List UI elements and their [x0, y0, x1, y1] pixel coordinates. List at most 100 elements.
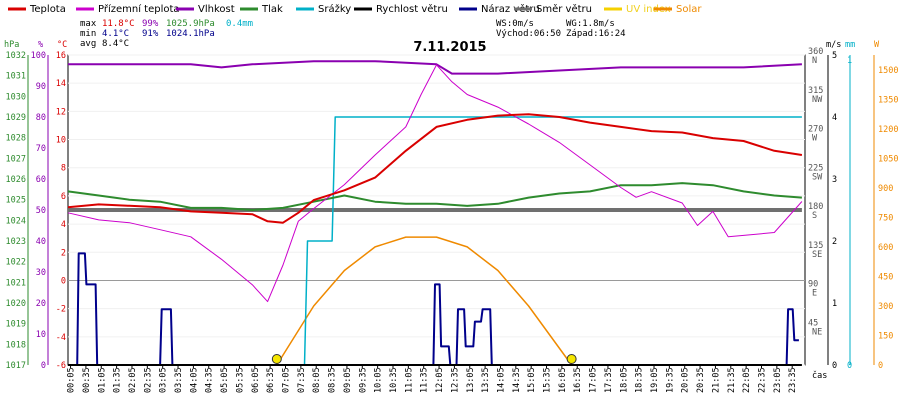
x-tick-label: 06:35: [266, 367, 276, 393]
x-tick-label: 10:35: [389, 367, 399, 393]
x-tick-label: 17:35: [604, 367, 614, 393]
wind-dir-label: SW: [812, 172, 823, 182]
pressure-tick: 1022: [6, 258, 26, 268]
stat-max-label: max: [80, 19, 97, 29]
humidity-tick: 40: [36, 237, 46, 247]
solar-tick: 600: [878, 243, 893, 253]
pressure-tick: 1028: [6, 134, 26, 144]
temperature-tick: 8: [61, 164, 66, 174]
legend-item: Vlhkost: [176, 4, 235, 15]
x-tick-label: 01:35: [113, 367, 123, 393]
x-tick-label: 08:05: [312, 367, 322, 393]
x-tick-label: 22:05: [742, 367, 752, 393]
legend-item: Rychlost větru: [354, 3, 448, 15]
x-tick-label: 01:05: [97, 367, 107, 393]
x-tick-label: 23:05: [773, 367, 783, 393]
wind-ws: WS:0m/s: [496, 19, 534, 29]
x-tick-label: 17:05: [589, 367, 599, 393]
temperature-tick: 10: [56, 136, 66, 146]
rain-tick: 1: [847, 56, 852, 66]
unit-w: W: [874, 40, 880, 50]
solar-tick: 900: [878, 184, 893, 194]
x-axis-ticks: 00:05 00:35 01:05 01:35 02:05 02:35 03:05 03:35…: [67, 365, 798, 393]
wind-dir-tick: 270: [808, 125, 823, 135]
x-tick-label: 00:05: [67, 367, 77, 393]
solar-tick: 1500: [878, 66, 898, 76]
series-solar: [276, 236, 573, 366]
humidity-tick: 60: [36, 175, 46, 185]
pressure-tick: 1029: [6, 113, 26, 123]
pressure-tick: 1024: [6, 216, 26, 226]
unit-pct: %: [38, 40, 43, 50]
rain-tick: 0: [847, 361, 852, 371]
wind-dir-label: W: [812, 134, 818, 144]
stat-min-label: min: [80, 29, 96, 39]
legend-label: Solar: [676, 4, 702, 15]
stat-rain: 0.4mm: [226, 19, 253, 29]
legend-item: Teplota: [8, 4, 66, 15]
temperature-tick: 6: [61, 192, 66, 202]
x-tick-label: 11:05: [404, 367, 414, 393]
temperature-tick: -2: [56, 305, 66, 315]
stat-min-press: 1024.1hPa: [166, 29, 215, 39]
pressure-tick: 1026: [6, 175, 26, 185]
legend-item: Směr větru: [514, 3, 592, 15]
wind-stats: WS:0m/s WG:1.8m/s Východ:06:50 Západ:16:…: [496, 19, 626, 39]
x-tick-label: 21:05: [711, 367, 721, 393]
temperature-tick: 14: [56, 79, 66, 89]
x-tick-label: 03:05: [159, 367, 169, 393]
wind-speed-tick: 0: [832, 361, 837, 371]
x-tick-label: 05:35: [235, 367, 245, 393]
sunrise: Východ:06:50: [496, 29, 561, 39]
x-tick-label: 00:35: [82, 367, 92, 393]
legend-item: Solar: [654, 4, 702, 15]
pressure-tick: 1017: [6, 361, 26, 371]
wind-dir-tick: 225: [808, 163, 823, 173]
series-n-raz-v-tru: [68, 252, 799, 366]
x-tick-label: 05:05: [220, 367, 230, 393]
wind-dir-tick: 135: [808, 241, 823, 251]
x-tick-label: 20:35: [696, 367, 706, 393]
legend-label: UV index: [626, 4, 671, 15]
wind-speed-tick: 4: [832, 113, 837, 123]
x-tick-label: 23:35: [788, 367, 798, 393]
legend-label: Směr větru: [536, 3, 592, 15]
wind-dir-tick: 45: [808, 318, 818, 328]
unit-hpa: hPa: [4, 40, 19, 50]
plot-area: [67, 60, 803, 366]
wind-wg: WG:1.8m/s: [566, 19, 615, 29]
legend-item: Tlak: [240, 4, 283, 15]
x-tick-label: 14:35: [512, 367, 522, 393]
series-p-zemn-teplota: [67, 64, 803, 303]
humidity-tick: 70: [36, 144, 46, 154]
humidity-tick: 10: [36, 330, 46, 340]
legend-label: Náraz větru: [481, 3, 540, 15]
series-teplota: [67, 113, 803, 224]
solar-tick: 1200: [878, 125, 898, 135]
sun-marker: [566, 354, 577, 364]
x-tick-label: 10:05: [374, 367, 384, 393]
x-tick-label: 16:35: [573, 367, 583, 393]
x-tick-label: 21:35: [727, 367, 737, 393]
pressure-tick: 1025: [6, 196, 26, 206]
pressure-tick: 1018: [6, 340, 26, 350]
unit-ms: m/s: [826, 40, 841, 50]
x-tick-label: 20:05: [681, 367, 691, 393]
stat-min-hum: 91%: [142, 29, 159, 39]
wind-dir-label: S: [812, 211, 817, 221]
humidity-tick: 90: [36, 82, 46, 92]
legend-label: Srážky: [318, 3, 351, 15]
stat-avg-temp: 8.4°C: [102, 39, 129, 49]
temperature-tick: 12: [56, 107, 66, 117]
series-vlhkost: [68, 60, 802, 75]
solar-tick: 0: [878, 361, 883, 371]
legend-label: Tlak: [261, 4, 283, 15]
legend-item: UV index: [604, 4, 671, 15]
legend-label: Rychlost větru: [376, 3, 448, 15]
sun-marker: [271, 354, 282, 364]
legend-label: Teplota: [29, 4, 66, 15]
humidity-tick: 30: [36, 268, 46, 278]
x-tick-label: 15:35: [543, 367, 553, 393]
wind-dir-tick: 180: [808, 202, 823, 212]
wind-dir-label: N: [812, 56, 817, 66]
